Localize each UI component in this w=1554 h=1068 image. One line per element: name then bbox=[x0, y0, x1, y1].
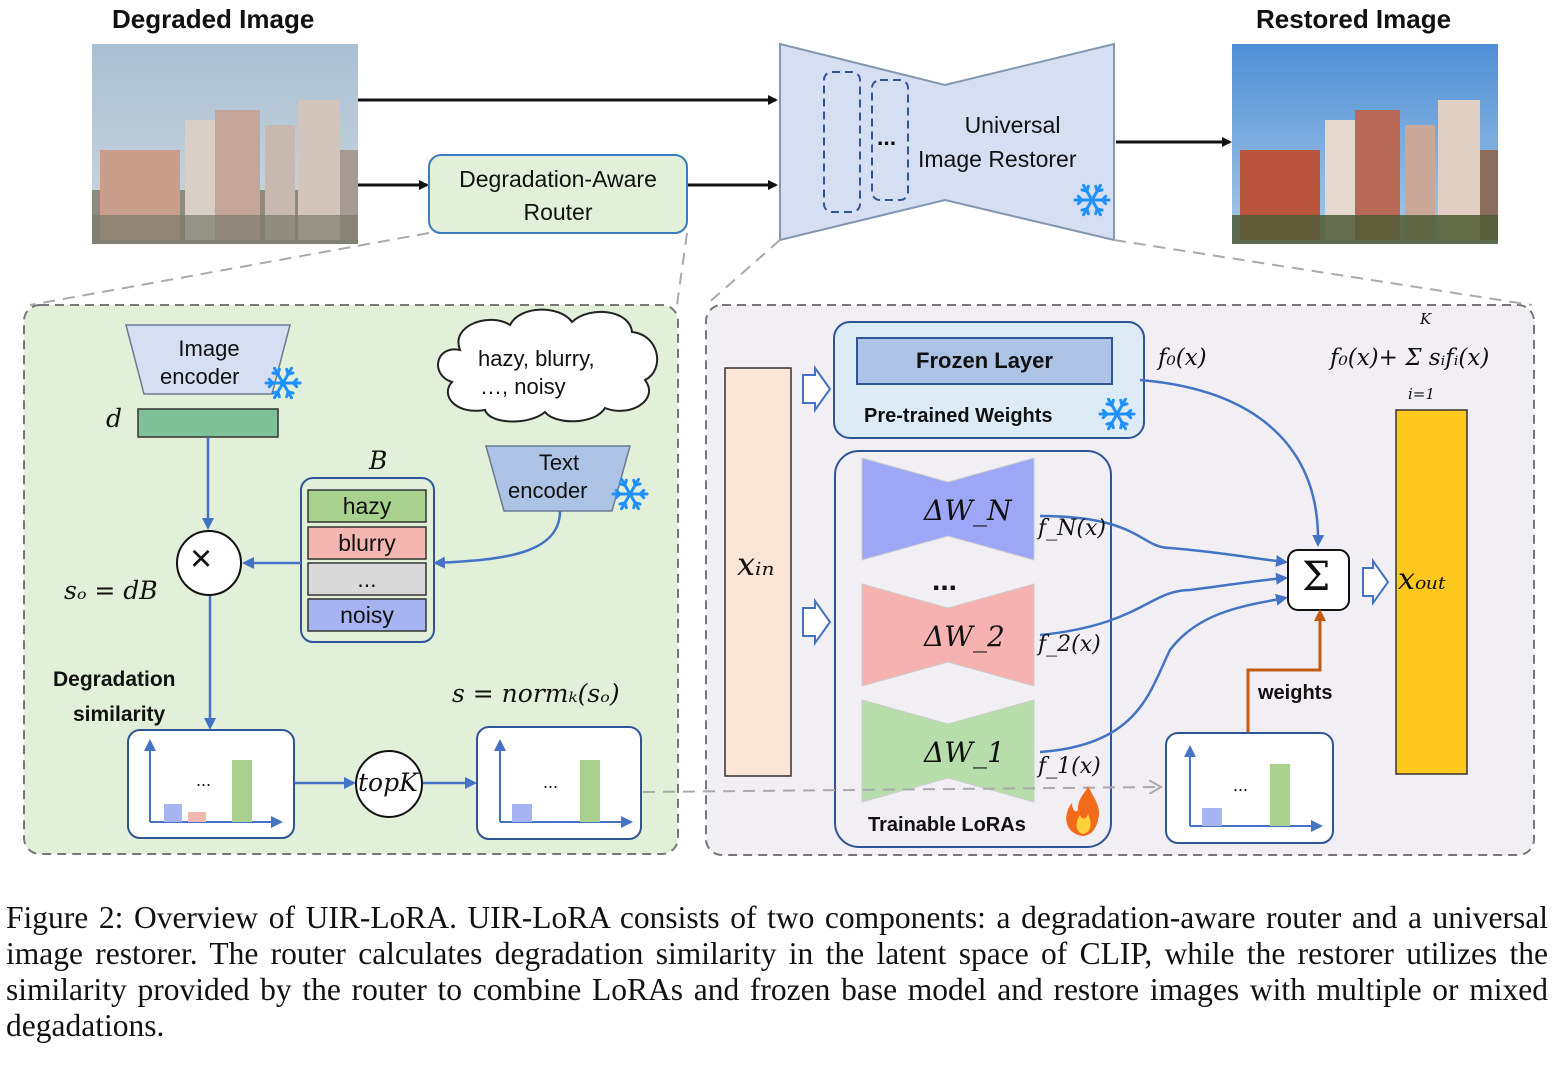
sum-lower: i=1 bbox=[1408, 385, 1435, 403]
d-label: d bbox=[106, 404, 123, 433]
text-prompt-cloud bbox=[437, 308, 659, 423]
topk-circle bbox=[355, 750, 423, 818]
bar-1 bbox=[580, 760, 600, 822]
b-label: B bbox=[369, 446, 388, 475]
trainable-loras-label: Trainable LoRAs bbox=[868, 814, 1026, 836]
trainable-loras-box bbox=[834, 450, 1112, 848]
figure-caption: Figure 2: Overview of UIR-LoRA. UIR-LoRA… bbox=[6, 900, 1548, 1043]
restored-image bbox=[1232, 44, 1498, 244]
bank-row-1 bbox=[307, 526, 427, 560]
bank-label-3: noisy bbox=[340, 602, 394, 628]
pretrained-weights-label: Pre-trained Weights bbox=[864, 405, 1053, 427]
x-in-block bbox=[724, 367, 792, 777]
bar-2 bbox=[232, 760, 252, 822]
x-out-label: xₒᵤₜ bbox=[1398, 562, 1446, 597]
router-label-1: Degradation-Aware bbox=[459, 166, 657, 192]
bank-row-3 bbox=[307, 598, 427, 632]
router-label-2: Router bbox=[523, 199, 593, 225]
degraded-image bbox=[92, 44, 358, 244]
text-encoder-label-2: encoder bbox=[508, 478, 588, 503]
bank-row-2 bbox=[307, 562, 427, 596]
bar-1 bbox=[188, 812, 206, 822]
router-box bbox=[428, 154, 688, 234]
s-equation: s = normₖ(sₒ) bbox=[452, 679, 620, 708]
frozen-layer-label: Frozen Layer bbox=[916, 348, 1053, 373]
lora-label-1: ΔW_2 bbox=[924, 620, 1005, 653]
bank-row-0 bbox=[307, 489, 427, 523]
bank-label-0: hazy bbox=[342, 493, 392, 519]
snowflake-icon bbox=[611, 477, 649, 511]
fire-icon bbox=[1066, 786, 1100, 836]
topk-label: topK bbox=[358, 768, 418, 797]
lora-2 bbox=[861, 699, 1035, 803]
snowflake-icon bbox=[1098, 397, 1136, 431]
lora-1 bbox=[861, 583, 1035, 687]
cloud-text-1: hazy, blurry, bbox=[478, 346, 595, 371]
multiply-circle bbox=[176, 530, 242, 596]
so-equation: sₒ = dB bbox=[64, 576, 158, 605]
restored-image-title: Restored Image bbox=[1256, 4, 1452, 34]
bar-0 bbox=[1202, 808, 1222, 826]
f0-label: f₀(x) bbox=[1158, 345, 1207, 371]
lora-0 bbox=[861, 457, 1035, 561]
lora-label-2: ΔW_1 bbox=[924, 736, 1005, 769]
lora-ellipsis: ... bbox=[932, 564, 958, 597]
bar-0 bbox=[164, 804, 182, 822]
snowflake-icon bbox=[264, 366, 302, 400]
cloud-text-2: …, noisy bbox=[480, 374, 566, 399]
lora-output-2: f_1(x) bbox=[1038, 754, 1101, 779]
bank-label-2: ... bbox=[357, 566, 377, 592]
bank-label-1: blurry bbox=[338, 530, 396, 556]
chart2-ellipsis: ... bbox=[543, 772, 559, 792]
lora-output-1: f_2(x) bbox=[1038, 632, 1101, 657]
restorer-label-1: Universal bbox=[964, 112, 1061, 138]
d-vector bbox=[137, 408, 279, 438]
chart3-ellipsis: ... bbox=[1233, 775, 1249, 795]
degraded-image-title: Degraded Image bbox=[112, 4, 315, 34]
lora-label-0: ΔW_N bbox=[924, 494, 1012, 527]
degradation-similarity-1: Degradation bbox=[53, 668, 176, 691]
image-encoder-label-2: encoder bbox=[160, 364, 240, 389]
lora-output-0: f_N(x) bbox=[1038, 516, 1106, 541]
bar-0 bbox=[512, 804, 532, 822]
uir-lora-diagram bbox=[23, 42, 1535, 856]
frozen-layer bbox=[856, 337, 1113, 385]
weights-label: weights bbox=[1258, 682, 1333, 704]
sum-formula: f₀(x)+ Σ sᵢfᵢ(x) bbox=[1330, 345, 1490, 371]
restorer-label-2: Image Restorer bbox=[918, 146, 1077, 172]
bar-1 bbox=[1270, 764, 1290, 826]
x-in-label: xᵢₙ bbox=[737, 545, 775, 583]
degradation-similarity-2: similarity bbox=[73, 703, 166, 726]
image-encoder-label-1: Image bbox=[178, 336, 240, 361]
x-out-block bbox=[1395, 409, 1468, 775]
sigma-symbol: Σ bbox=[1302, 554, 1331, 600]
multiply-symbol: × bbox=[190, 538, 213, 580]
restorer-ellipsis: ... bbox=[877, 124, 897, 150]
restorer-shape bbox=[779, 42, 1115, 242]
chart1-ellipsis: ... bbox=[196, 770, 212, 790]
snowflake-icon bbox=[1073, 183, 1111, 217]
text-encoder-label-1: Text bbox=[538, 450, 580, 475]
text-encoder bbox=[485, 445, 631, 512]
sum-upper: K bbox=[1420, 310, 1432, 328]
